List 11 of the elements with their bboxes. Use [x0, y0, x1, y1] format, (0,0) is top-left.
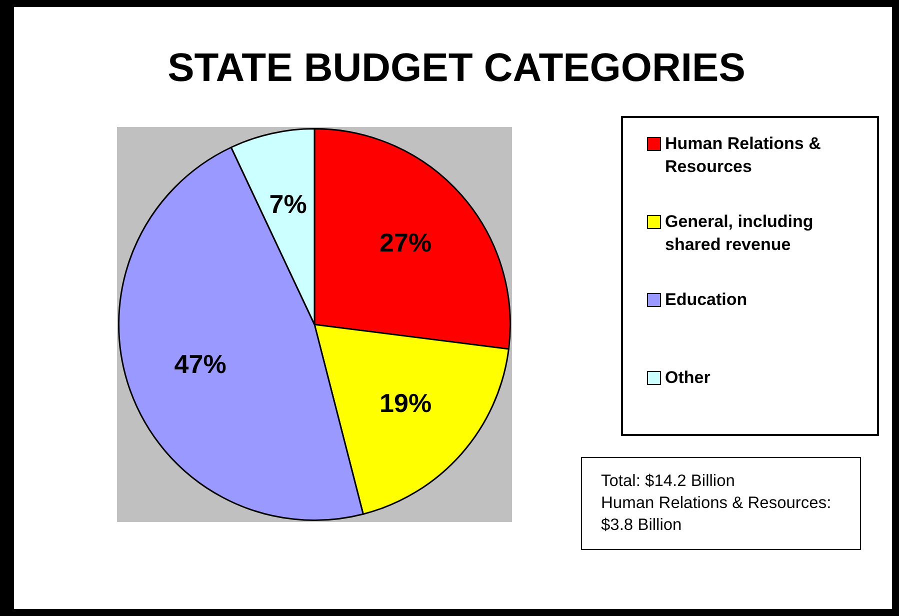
- chart-title: STATE BUDGET CATEGORIES: [166, 46, 746, 91]
- data-label: 7%: [269, 189, 307, 220]
- text: Human Relations & Resources: $3.8 Billion: [601, 493, 832, 536]
- data-label: 27%: [380, 227, 432, 258]
- legend-label: Education: [665, 289, 748, 311]
- legend-label: Human Relations & Resources: [665, 133, 822, 178]
- data-label: 47%: [174, 348, 226, 379]
- legend-label: General, including shared revenue: [665, 211, 814, 256]
- text: Total: $14.2 Billion: [601, 471, 736, 492]
- legend-label: Other: [665, 367, 710, 389]
- data-label: 19%: [380, 388, 432, 418]
